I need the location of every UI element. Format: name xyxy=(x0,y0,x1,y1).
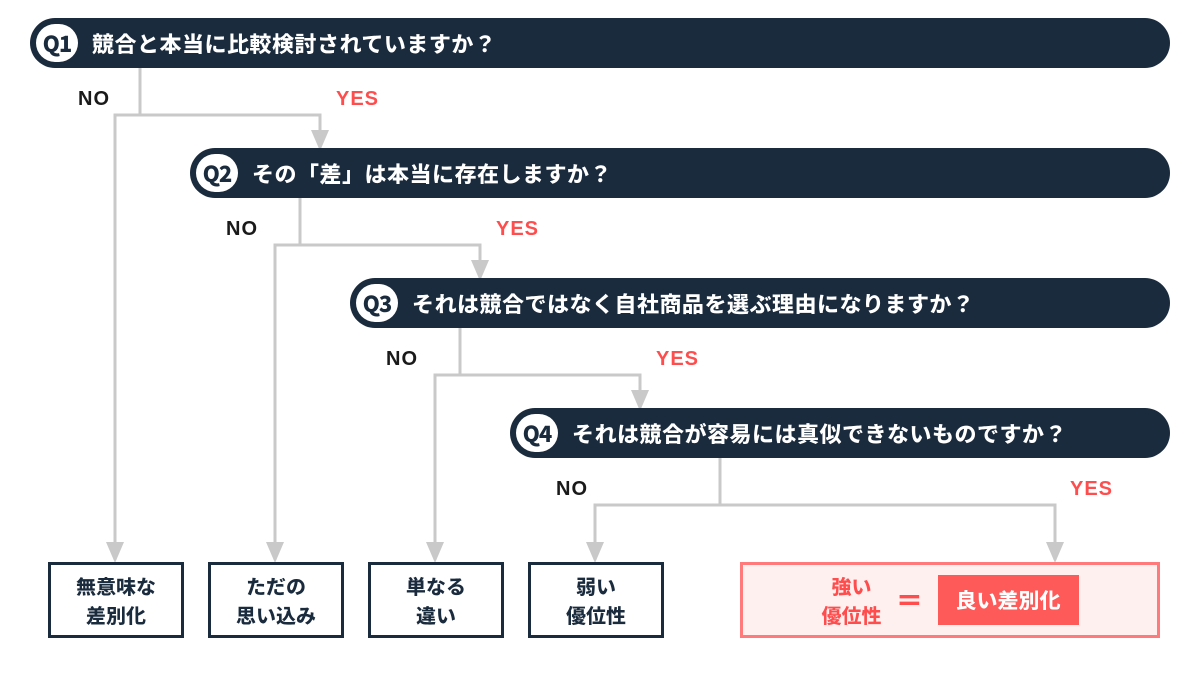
edge-label-no: NO xyxy=(78,88,110,111)
question-badge: Q4 xyxy=(516,414,558,452)
edge-label-no: NO xyxy=(556,478,588,501)
question-text: 競合と本当に比較検討されていますか？ xyxy=(92,27,496,59)
edge-label-yes: YES xyxy=(336,88,379,111)
equals-icon: ＝ xyxy=(895,580,923,620)
question-text: その「差」は本当に存在しますか？ xyxy=(252,157,612,189)
flowchart-canvas: Q1 競合と本当に比較検討されていますか？ Q2 その「差」は本当に存在しますか？ Q3… xyxy=(0,0,1200,675)
question-bar-q2: Q2 その「差」は本当に存在しますか？ xyxy=(190,148,1170,198)
edge-label-yes: YES xyxy=(1070,478,1113,501)
question-bar-q1: Q1 競合と本当に比較検討されていますか？ xyxy=(30,18,1170,68)
question-text: それは競合ではなく自社商品を選ぶ理由になりますか？ xyxy=(412,287,975,319)
edge-q2-yes xyxy=(300,198,480,278)
edge-q3-yes xyxy=(460,328,640,408)
question-badge: Q1 xyxy=(36,24,78,62)
outcome-o2: ただの 思い込み xyxy=(208,562,344,638)
edge-q4-yes xyxy=(720,458,1055,560)
edge-label-yes: YES xyxy=(496,218,539,241)
question-text: それは競合が容易には真似できないものですか？ xyxy=(572,417,1067,449)
edge-label-yes: YES xyxy=(656,348,699,371)
edge-label-no: NO xyxy=(226,218,258,241)
edge-q1-no xyxy=(115,68,140,560)
question-bar-q3: Q3 それは競合ではなく自社商品を選ぶ理由になりますか？ xyxy=(350,278,1170,328)
question-badge: Q3 xyxy=(356,284,398,322)
edge-label-no: NO xyxy=(386,348,418,371)
final-left-text: 強い 優位性 xyxy=(821,571,881,629)
question-bar-q4: Q4 それは競合が容易には真似できないものですか？ xyxy=(510,408,1170,458)
question-badge: Q2 xyxy=(196,154,238,192)
outcome-o3: 単なる 違い xyxy=(368,562,504,638)
outcome-final: 強い 優位性 ＝ 良い差別化 xyxy=(740,562,1160,638)
edge-q1-yes xyxy=(140,68,320,148)
edge-q3-no xyxy=(435,328,460,560)
outcome-o4: 弱い 優位性 xyxy=(528,562,664,638)
outcome-o1: 無意味な 差別化 xyxy=(48,562,184,638)
edge-q2-no xyxy=(275,198,300,560)
edge-q4-no xyxy=(595,458,720,560)
final-right-chip: 良い差別化 xyxy=(938,575,1079,625)
